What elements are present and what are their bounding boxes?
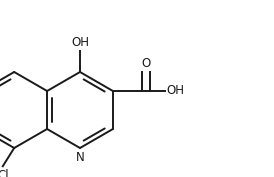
Text: O: O bbox=[141, 57, 151, 70]
Text: N: N bbox=[76, 151, 84, 164]
Text: OH: OH bbox=[71, 36, 89, 49]
Text: OH: OH bbox=[166, 84, 184, 98]
Text: Cl: Cl bbox=[0, 169, 8, 177]
